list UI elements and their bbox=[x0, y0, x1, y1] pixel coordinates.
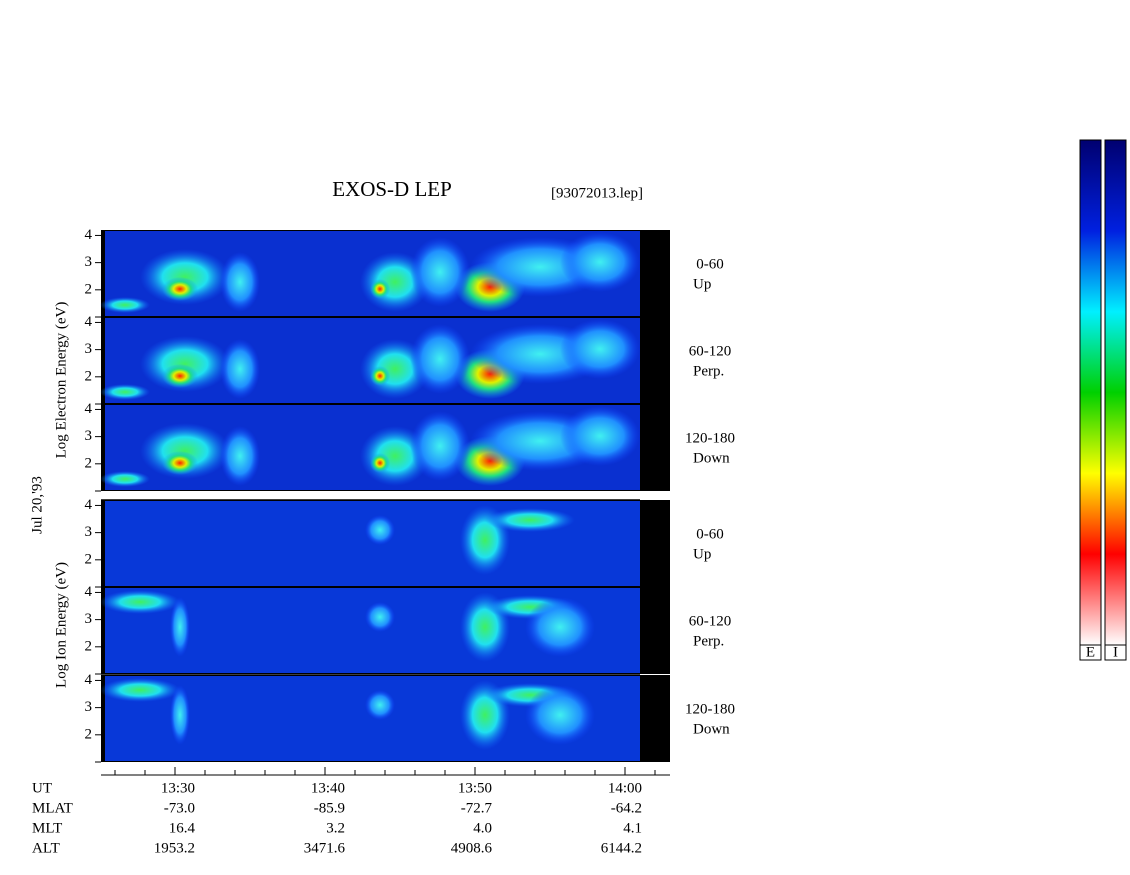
spectrogram-feature bbox=[170, 685, 190, 745]
spectrogram-feature bbox=[525, 597, 595, 657]
y-tick-label: 3 bbox=[85, 254, 93, 270]
spectrogram-feature bbox=[525, 685, 595, 745]
y-tick-label: 2 bbox=[85, 281, 93, 297]
spectrogram-feature bbox=[100, 590, 180, 614]
y-tick-label: 3 bbox=[85, 524, 93, 540]
spectrogram-feature bbox=[365, 602, 395, 632]
ephemeris-value: -64.2 bbox=[611, 800, 642, 816]
spectrogram-feature bbox=[370, 453, 390, 473]
y-tick-label: 4 bbox=[85, 497, 93, 513]
spectrogram-feature bbox=[100, 384, 150, 400]
colorbar-label-box bbox=[1104, 644, 1127, 661]
y-tick-label: 2 bbox=[85, 455, 93, 471]
spectrogram-feature bbox=[100, 471, 150, 487]
y-tick-label: 3 bbox=[85, 699, 93, 715]
panel-direction: Up bbox=[693, 546, 711, 562]
spectrogram-feature bbox=[365, 515, 395, 545]
ephemeris-value: 16.4 bbox=[169, 820, 196, 836]
panel-angle: 120-180 bbox=[685, 701, 735, 717]
panel-direction: Perp. bbox=[693, 633, 724, 649]
colorbar-label-box bbox=[1079, 644, 1102, 661]
ephemeris-value: 6144.2 bbox=[601, 840, 642, 856]
y-tick-label: 4 bbox=[85, 401, 93, 417]
spectrogram-feature bbox=[370, 279, 390, 299]
y-tick-label: 3 bbox=[85, 428, 93, 444]
panel-angle: 0-60 bbox=[696, 256, 724, 272]
ephemeris-value: 4.1 bbox=[623, 820, 642, 836]
date-label: Jul 20,'93 bbox=[29, 476, 45, 534]
electron-axis-label: Log Electron Energy (eV) bbox=[53, 302, 69, 459]
colorbar-e bbox=[1079, 139, 1102, 646]
ephemeris-value: 13:50 bbox=[458, 780, 492, 796]
spectrogram-feature bbox=[162, 277, 198, 301]
ephemeris-value: 3471.6 bbox=[304, 840, 346, 856]
ephemeris-value: 13:40 bbox=[311, 780, 345, 796]
panel-angle: 120-180 bbox=[685, 430, 735, 446]
ephemeris-value: -73.0 bbox=[164, 800, 195, 816]
chart-title: EXOS-D LEP bbox=[332, 177, 452, 201]
panel-angle: 60-120 bbox=[689, 343, 732, 359]
spectrogram-feature bbox=[485, 508, 575, 532]
colorbar-label: I bbox=[1113, 644, 1118, 660]
y-tick-label: 2 bbox=[85, 726, 93, 742]
ephemeris-name: MLAT bbox=[32, 800, 73, 816]
ephemeris-value: 4.0 bbox=[473, 820, 492, 836]
y-tick-label: 4 bbox=[85, 584, 93, 600]
panel-direction: Down bbox=[693, 450, 730, 466]
ephemeris-value: 13:30 bbox=[161, 780, 195, 796]
y-tick-label: 2 bbox=[85, 638, 93, 654]
spectrogram-feature bbox=[220, 252, 260, 312]
panel-direction: Perp. bbox=[693, 363, 724, 379]
y-tick-label: 2 bbox=[85, 368, 93, 384]
spectrogram-feature bbox=[560, 406, 640, 466]
colorbar-label: E bbox=[1086, 644, 1095, 660]
spectrogram-feature bbox=[220, 426, 260, 486]
spectrogram-feature bbox=[100, 297, 150, 313]
spectrogram-feature bbox=[560, 319, 640, 379]
ephemeris-name: ALT bbox=[32, 840, 60, 856]
spectrogram-feature bbox=[162, 451, 198, 475]
panel-direction: Up bbox=[693, 276, 711, 292]
ephemeris-value: -72.7 bbox=[461, 800, 493, 816]
y-tick-label: 2 bbox=[85, 551, 93, 567]
ephemeris-value: 3.2 bbox=[326, 820, 345, 836]
spectrogram-feature bbox=[410, 411, 470, 481]
ephemeris-name: UT bbox=[32, 780, 52, 796]
y-tick-label: 4 bbox=[85, 227, 93, 243]
ephemeris-value: -85.9 bbox=[314, 800, 345, 816]
spectrogram-feature bbox=[410, 237, 470, 307]
y-tick-label: 3 bbox=[85, 341, 93, 357]
spectrogram-feature bbox=[162, 364, 198, 388]
file-label: [93072013.lep] bbox=[551, 185, 643, 201]
spectrogram-feature bbox=[100, 678, 180, 702]
spectrogram-feature bbox=[170, 597, 190, 657]
y-tick-label: 4 bbox=[85, 672, 93, 688]
ephemeris-value: 1953.2 bbox=[154, 840, 195, 856]
spectrogram-feature bbox=[220, 339, 260, 399]
spectrogram-feature bbox=[365, 690, 395, 720]
ephemeris-value: 14:00 bbox=[608, 780, 642, 796]
spectrogram-feature bbox=[410, 324, 470, 394]
ion-axis-label: Log Ion Energy (eV) bbox=[53, 562, 69, 688]
panel-angle: 60-120 bbox=[689, 613, 732, 629]
y-tick-label: 4 bbox=[85, 314, 93, 330]
panel-angle: 0-60 bbox=[696, 526, 724, 542]
ephemeris-value: 4908.6 bbox=[451, 840, 493, 856]
colorbar-i bbox=[1104, 139, 1127, 646]
y-tick-label: 3 bbox=[85, 611, 93, 627]
spectrogram-feature bbox=[560, 232, 640, 292]
spectrogram-feature bbox=[370, 366, 390, 386]
ephemeris-name: MLT bbox=[32, 820, 62, 836]
panel-direction: Down bbox=[693, 721, 730, 737]
